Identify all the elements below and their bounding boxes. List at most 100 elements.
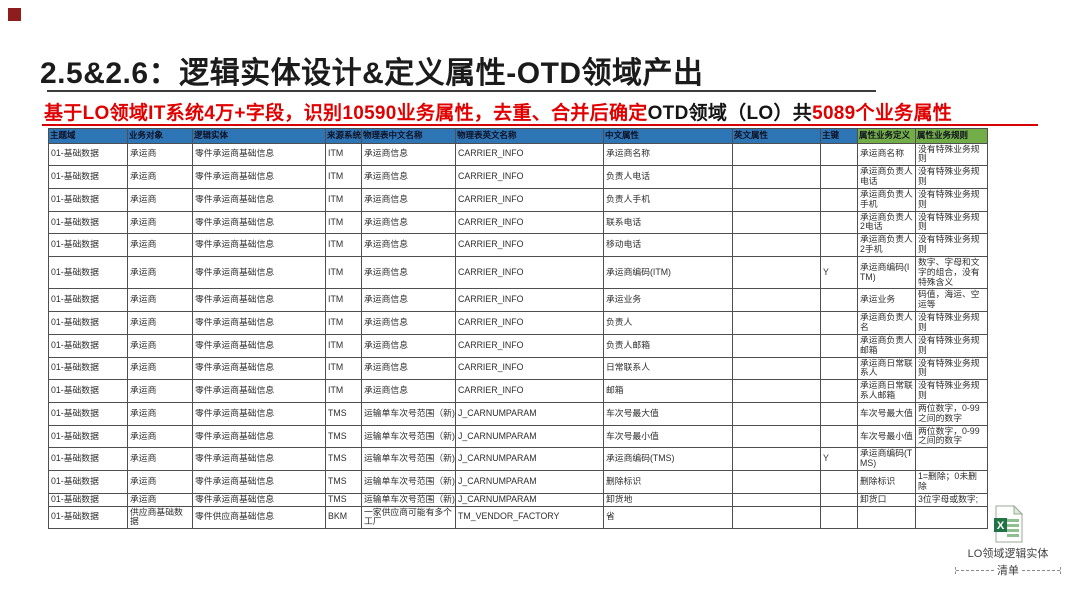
cell-domain: 01-基础数据 [48, 333, 128, 358]
cell-attr-cn: 负责人手机 [603, 187, 733, 212]
table-row: 01-基础数据 承运商 零件承运商基础信息 ITM 承运商信息 CARRIER_… [48, 288, 988, 313]
cell-pk [820, 165, 858, 189]
cell-definition: 承运商编码(ITM) [857, 255, 916, 290]
cell-domain: 01-基础数据 [48, 379, 128, 403]
cell-attr-en [732, 288, 821, 313]
cell-attr-cn: 移动电话 [603, 233, 733, 257]
cell-table-cn: 承运商信息 [361, 288, 456, 313]
cell-pk [820, 311, 858, 335]
cell-attr-en [732, 187, 821, 212]
title-underline [47, 90, 876, 92]
cell-attr-en [732, 333, 821, 358]
cell-biz-object: 承运商 [127, 379, 193, 403]
cell-table-cn: 承运商信息 [361, 356, 456, 381]
cell-system: ITM [325, 255, 362, 290]
col-header-table-en: 物理表英文名称 [455, 128, 604, 144]
cell-rule: 两位数字，0-99之间的数字 [915, 401, 988, 426]
cell-table-en: CARRIER_INFO [455, 333, 604, 358]
cell-table-cn: 承运商信息 [361, 233, 456, 257]
cell-entity: 零件承运商基础信息 [192, 424, 326, 449]
table-row: 01-基础数据 承运商 零件承运商基础信息 ITM 承运商信息 CARRIER_… [48, 379, 988, 403]
attribute-table: 主题域 业务对象 逻辑实体 来源系统 物理表中文名称 物理表英文名称 中文属性 … [48, 128, 988, 530]
cell-attr-en [732, 255, 821, 290]
cell-attr-cn: 负责人邮箱 [603, 333, 733, 358]
corner-accent-square [8, 8, 21, 21]
cell-table-en: J_CARNUMPARAM [455, 492, 604, 507]
col-header-rule: 属性业务规则 [915, 128, 988, 144]
cell-rule: 没有特殊业务规则 [915, 165, 988, 189]
cell-system: ITM [325, 333, 362, 358]
table-row: 01-基础数据 承运商 零件承运商基础信息 ITM 承运商信息 CARRIER_… [48, 356, 988, 381]
dashed-tick-right [1060, 566, 1061, 574]
cell-biz-object: 承运商 [127, 187, 193, 212]
cell-table-en: J_CARNUMPARAM [455, 424, 604, 449]
cell-entity: 零件承运商基础信息 [192, 401, 326, 426]
cell-attr-cn: 省 [603, 505, 733, 530]
cell-biz-object: 承运商 [127, 165, 193, 189]
cell-biz-object: 承运商 [127, 401, 193, 426]
cell-entity: 零件承运商基础信息 [192, 142, 326, 167]
cell-attr-en [732, 505, 821, 530]
cell-attr-en [732, 142, 821, 167]
table-row: 01-基础数据 承运商 零件承运商基础信息 ITM 承运商信息 CARRIER_… [48, 311, 988, 335]
cell-entity: 零件承运商基础信息 [192, 492, 326, 507]
cell-system: TMS [325, 469, 362, 494]
cell-definition: 承运商名称 [857, 142, 916, 167]
cell-domain: 01-基础数据 [48, 356, 128, 381]
table-row: 01-基础数据 承运商 零件承运商基础信息 ITM 承运商信息 CARRIER_… [48, 333, 988, 358]
cell-biz-object: 承运商 [127, 333, 193, 358]
cell-rule: 数字、字母和文字的组合，没有特殊含义 [915, 255, 988, 290]
cell-table-en: J_CARNUMPARAM [455, 401, 604, 426]
cell-system: ITM [325, 311, 362, 335]
col-header-domain: 主题域 [48, 128, 128, 144]
cell-domain: 01-基础数据 [48, 505, 128, 530]
cell-pk: Y [820, 447, 858, 471]
cell-biz-object: 承运商 [127, 210, 193, 235]
cell-table-cn: 运输单车次号范围（新) [361, 447, 456, 471]
cell-table-en: J_CARNUMPARAM [455, 469, 604, 494]
cell-biz-object: 承运商 [127, 288, 193, 313]
cell-biz-object: 承运商 [127, 233, 193, 257]
col-header-definition: 属性业务定义 [857, 128, 916, 144]
cell-attr-en [732, 401, 821, 426]
cell-table-cn: 承运商信息 [361, 142, 456, 167]
cell-pk [820, 210, 858, 235]
cell-attr-cn: 承运商编码(ITM) [603, 255, 733, 290]
cell-definition: 卸货口 [857, 492, 916, 507]
cell-attr-en [732, 379, 821, 403]
cell-rule: 没有特殊业务规则 [915, 311, 988, 335]
cell-rule: 没有特殊业务规则 [915, 356, 988, 381]
cell-attr-cn: 车次号最大值 [603, 401, 733, 426]
cell-domain: 01-基础数据 [48, 288, 128, 313]
cell-pk [820, 187, 858, 212]
excel-attachment[interactable]: X LO领域逻辑实体 清单 [944, 504, 1072, 578]
cell-table-en: J_CARNUMPARAM [455, 447, 604, 471]
cell-table-cn: 承运商信息 [361, 210, 456, 235]
cell-attr-cn: 邮箱 [603, 379, 733, 403]
col-header-attr-en: 英文属性 [732, 128, 821, 144]
cell-system: TMS [325, 401, 362, 426]
cell-definition: 车次号最大值 [857, 401, 916, 426]
dashed-line-left [956, 569, 994, 571]
cell-domain: 01-基础数据 [48, 187, 128, 212]
cell-attr-cn: 承运商编码(TMS) [603, 447, 733, 471]
cell-pk [820, 288, 858, 313]
subtitle-underline [42, 124, 1038, 126]
cell-table-en: CARRIER_INFO [455, 165, 604, 189]
cell-domain: 01-基础数据 [48, 165, 128, 189]
cell-domain: 01-基础数据 [48, 255, 128, 290]
cell-biz-object: 承运商 [127, 255, 193, 290]
cell-system: ITM [325, 210, 362, 235]
attachment-label-line2: 清单 [997, 565, 1019, 577]
table-row: 01-基础数据 承运商 零件承运商基础信息 ITM 承运商信息 CARRIER_… [48, 187, 988, 212]
cell-pk [820, 142, 858, 167]
cell-system: ITM [325, 288, 362, 313]
cell-pk [820, 379, 858, 403]
cell-definition: 承运商负责人名 [857, 311, 916, 335]
excel-file-icon[interactable]: X [944, 504, 1072, 543]
cell-attr-en [732, 492, 821, 507]
cell-biz-object: 供应商基础数据 [127, 505, 193, 530]
cell-table-cn: 一家供应商可能有多个工厂 [361, 505, 456, 530]
cell-attr-cn: 联系电话 [603, 210, 733, 235]
